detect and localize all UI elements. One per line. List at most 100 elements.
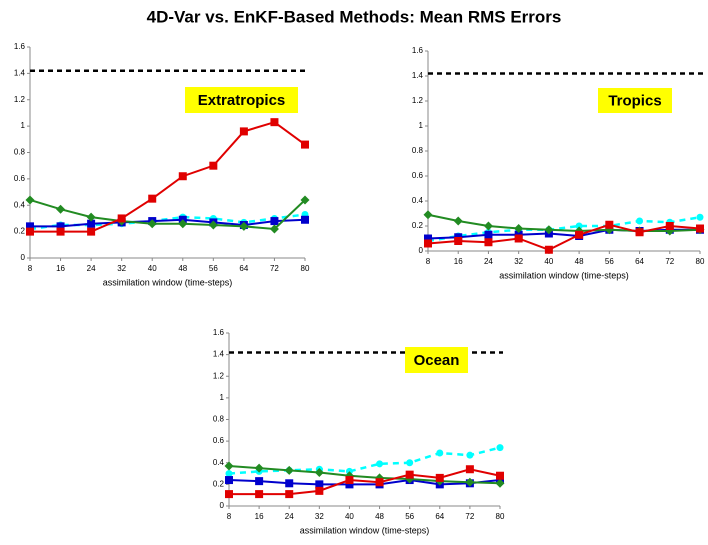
y-tick-label: 0.4 [213,458,225,467]
panel-label: Ocean [414,352,460,369]
marker [466,451,474,459]
marker [87,219,96,228]
panel-label-box [185,87,298,113]
x-tick-label: 80 [496,512,505,521]
y-tick-label: 0 [220,501,225,510]
marker [117,214,126,223]
marker [56,222,65,231]
x-tick-label: 64 [435,512,444,521]
marker [147,219,157,229]
marker [465,477,475,487]
x-tick-label: 72 [465,512,474,521]
y-tick-label: 1.4 [412,71,424,80]
marker [376,460,384,468]
x-tick-label: 32 [514,257,523,266]
marker [635,228,644,237]
x-tick-label: 80 [301,264,310,273]
marker [424,239,432,248]
panel-label: Extratropics [198,92,286,109]
y-tick-label: 1.2 [14,95,26,104]
x-tick-label: 32 [117,264,126,273]
marker [270,217,279,226]
marker [239,221,249,231]
x-tick-label: 16 [56,264,65,273]
series-line [30,121,306,233]
marker [225,490,233,499]
series-line [228,479,501,486]
x-axis-label: assimilation window (time-steps) [103,277,233,287]
series-line [228,464,501,485]
x-axis-label: assimilation window (time-steps) [300,525,430,535]
panel-label: Tropics [608,92,661,109]
x-tick-label: 56 [209,264,218,273]
x-tick-label: 8 [426,257,431,266]
marker [495,478,505,488]
x-tick-label: 72 [270,264,279,273]
y-tick-label: 0.8 [213,415,225,424]
y-tick-label: 1 [220,393,225,402]
marker [496,444,504,452]
y-tick-label: 1 [21,121,26,130]
y-tick-label: 1.4 [213,350,225,359]
marker [225,470,233,478]
figure-title: 4D-Var vs. EnKF-Based Methods: Mean RMS … [147,7,562,26]
y-tick-label: 1.6 [14,42,26,51]
series-line [427,213,701,233]
x-tick-label: 8 [28,264,33,273]
marker [86,212,96,222]
x-tick-label: 16 [454,257,463,266]
marker [514,224,524,233]
x-tick-label: 48 [375,512,384,521]
marker [178,219,188,229]
marker [696,224,704,233]
x-tick-label: 40 [148,264,157,273]
marker [453,216,463,226]
marker [26,227,34,236]
marker [575,222,583,230]
series-line [228,446,501,475]
y-tick-label: 1.6 [412,46,424,55]
marker [301,140,309,149]
marker [255,490,264,499]
y-tick-label: 0 [21,253,26,262]
marker [254,463,264,473]
x-tick-label: 72 [665,257,674,266]
panel-label-box [598,88,672,113]
x-tick-label: 56 [405,512,414,521]
marker [575,230,584,239]
marker [208,220,218,230]
y-tick-label: 0 [419,246,424,255]
marker [300,195,310,205]
marker [514,234,523,243]
marker [605,220,614,229]
y-tick-label: 1.4 [14,68,26,77]
marker [483,221,493,231]
y-tick-label: 0.6 [14,174,26,183]
series-line [427,223,701,251]
marker [636,217,644,225]
marker [224,461,234,471]
series-line [30,218,306,228]
marker [405,470,414,479]
marker [301,215,309,224]
y-tick-label: 0.8 [412,146,424,155]
marker [56,227,65,236]
marker [496,471,504,480]
marker [544,245,553,254]
series-line [229,468,501,496]
marker [454,237,463,245]
marker [56,204,66,214]
panel-label-box [405,347,468,373]
marker [424,234,432,243]
x-tick-label: 40 [544,257,553,266]
marker [406,459,414,467]
marker [26,222,34,231]
y-tick-label: 0.6 [412,171,424,180]
x-tick-label: 64 [635,257,644,266]
x-tick-label: 80 [696,257,705,266]
marker [423,210,433,220]
marker [345,480,354,489]
marker [375,478,384,487]
y-tick-label: 0.2 [213,479,225,488]
